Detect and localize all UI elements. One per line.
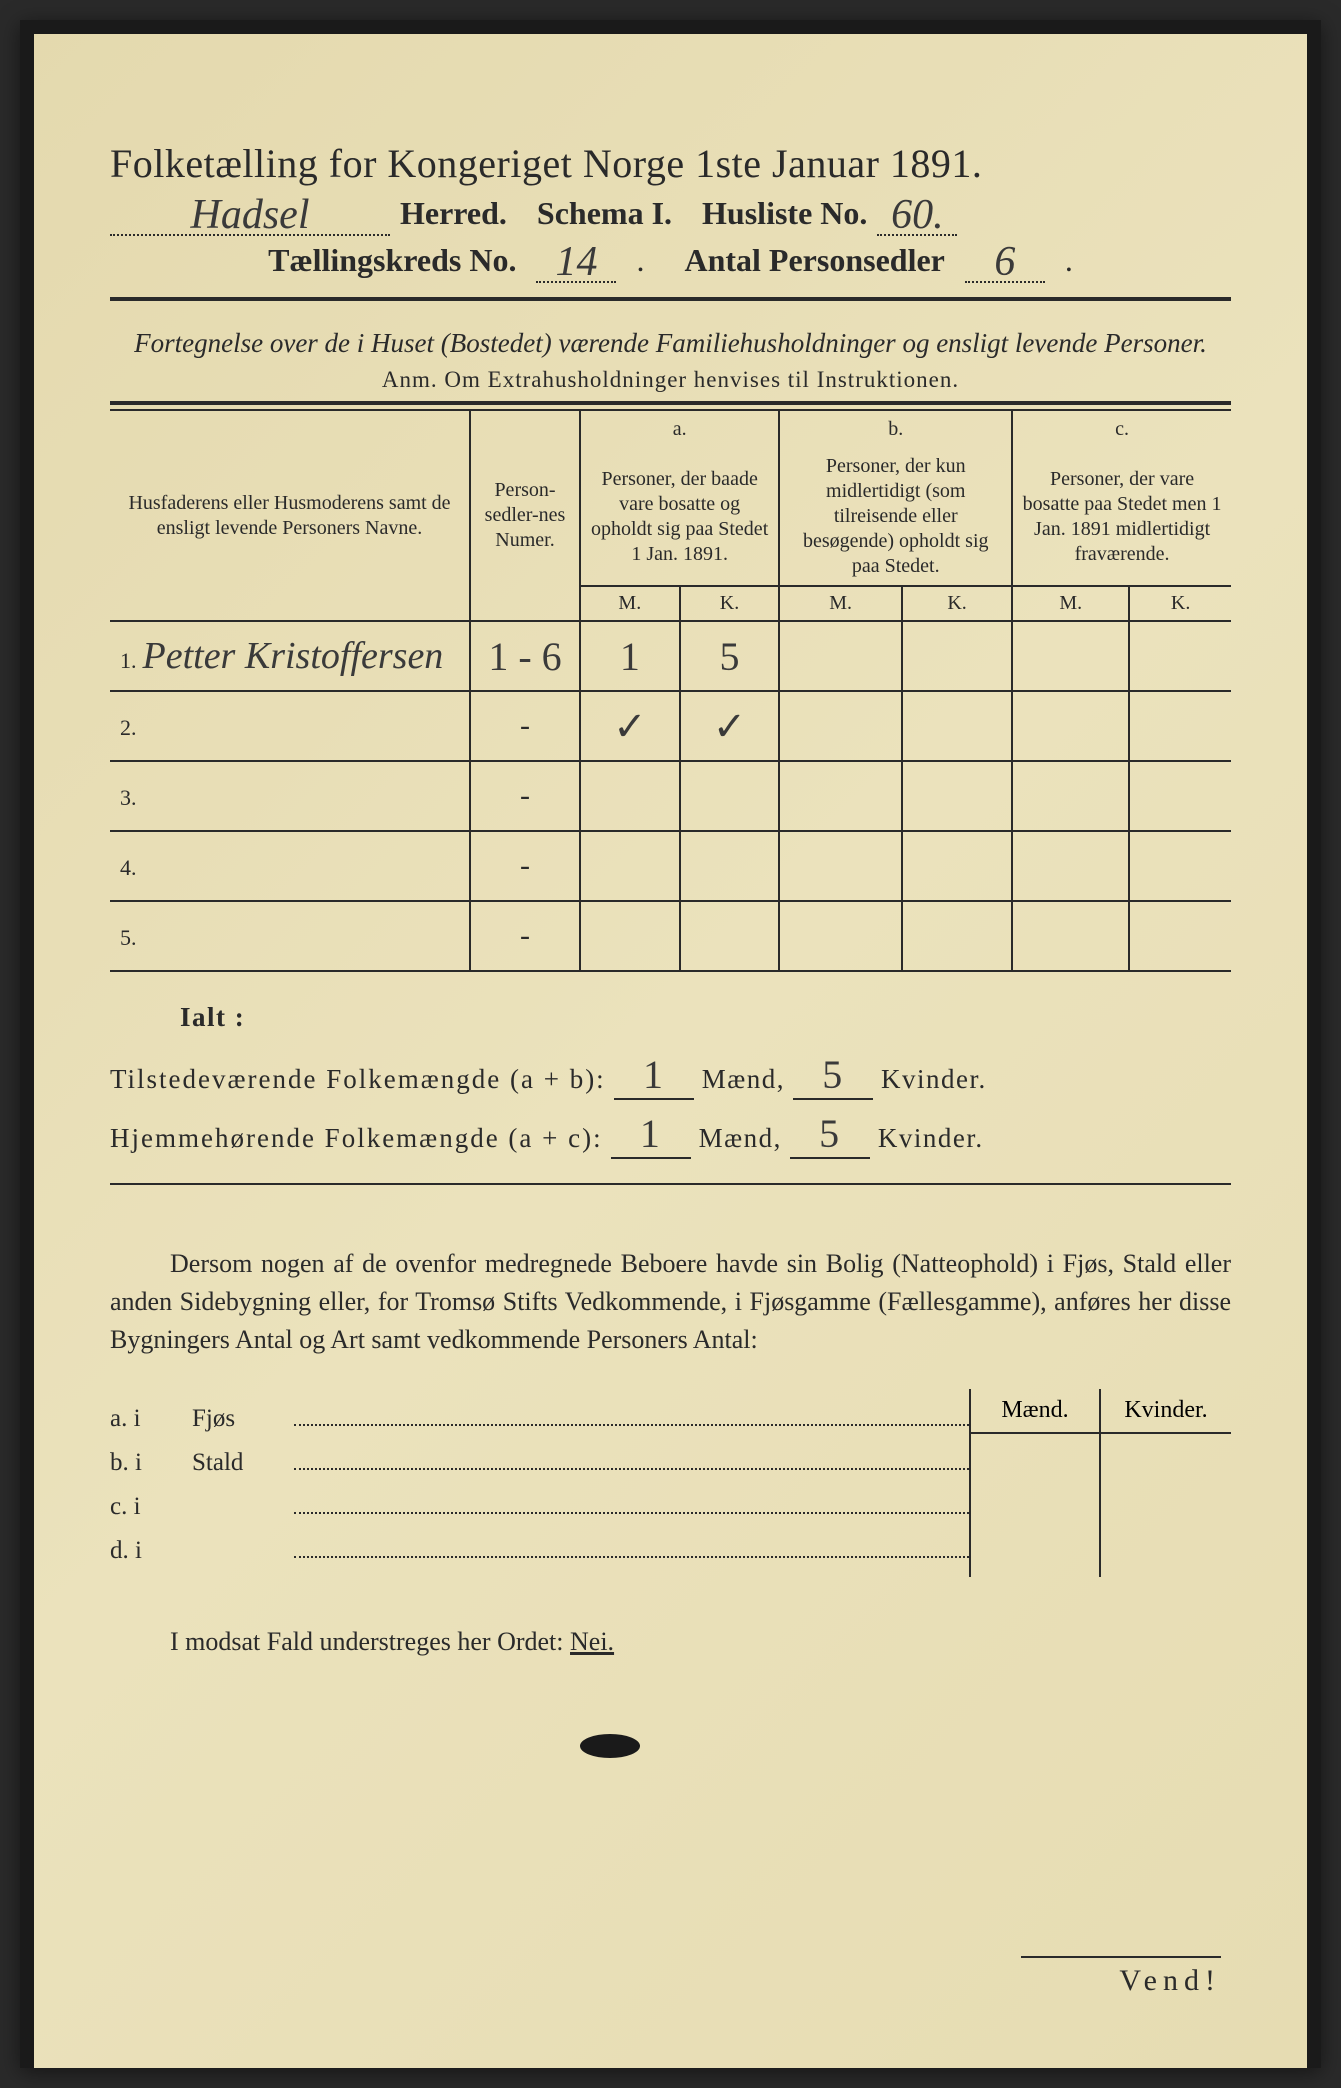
- col-b-k: K.: [902, 586, 1012, 621]
- col-names-header: Husfaderens eller Husmoderens samt de en…: [110, 410, 470, 621]
- husliste-value: 60.: [891, 199, 944, 233]
- instructions-paragraph: Dersom nogen af de ovenfor medregnede Be…: [110, 1245, 1231, 1358]
- header-row-2: Tællingskreds No. 14. Antal Personsedler…: [110, 242, 1231, 283]
- total-row-2: Hjemmehørende Folkemængde (a + c): 1 Mæn…: [110, 1110, 1231, 1159]
- col-a-header: Personer, der baade vare bosatte og opho…: [580, 448, 779, 586]
- header-row-1: Hadsel Herred. Schema I. Husliste No. 60…: [110, 195, 1231, 236]
- antal-label: Antal Personsedler: [684, 242, 944, 279]
- herred-label: Herred.: [400, 195, 507, 232]
- side-col-kvinder: Kvinder.: [1101, 1389, 1231, 1577]
- col-b-m: M.: [779, 586, 902, 621]
- husliste-label: Husliste No.: [702, 195, 867, 232]
- maend-label2: Mænd,: [699, 1123, 782, 1154]
- side-row: a. iFjøs: [110, 1401, 969, 1433]
- col-c-header: Personer, der vare bosatte paa Stedet me…: [1012, 448, 1231, 586]
- side-kvinder-header: Kvinder.: [1101, 1389, 1231, 1434]
- table-row: 1.Petter Kristoffersen 1 - 6 1 5: [110, 621, 1231, 691]
- rule-1: [110, 297, 1231, 301]
- table-row: 5. -: [110, 901, 1231, 971]
- kreds-value: 14: [555, 246, 597, 280]
- side-row: b. iStald: [110, 1445, 969, 1477]
- rule-2: [110, 401, 1231, 405]
- r2-m: 1: [640, 1111, 662, 1156]
- table-row: 4. -: [110, 831, 1231, 901]
- vend-label: Vend!: [1021, 1956, 1221, 1998]
- r1-m: 1: [643, 1052, 665, 1097]
- r2-k: 5: [819, 1111, 841, 1156]
- col-c-m: M.: [1012, 586, 1129, 621]
- maend-label: Mænd,: [702, 1064, 785, 1095]
- anm-note: Anm. Om Extrahusholdninger henvises til …: [110, 367, 1231, 393]
- kreds-label: Tællingskreds No.: [268, 242, 516, 279]
- antal-value: 6: [994, 246, 1015, 280]
- col-b-letter: b.: [779, 410, 1012, 448]
- side-row: c. i: [110, 1489, 969, 1521]
- col-b-header: Personer, der kun midlertidigt (som tilr…: [779, 448, 1012, 586]
- nei-word: Nei.: [570, 1627, 614, 1656]
- side-row: d. i: [110, 1533, 969, 1565]
- side-maend-header: Mænd.: [971, 1389, 1099, 1434]
- col-a-k: K.: [680, 586, 780, 621]
- rule-3: [110, 1183, 1231, 1185]
- side-dwelling-table: a. iFjøs b. iStald c. i d. i Mænd. Kvinder.: [110, 1389, 1231, 1577]
- census-form-page: Folketælling for Kongeriget Norge 1ste J…: [20, 20, 1321, 2068]
- herred-value: Hadsel: [191, 199, 310, 233]
- table-row: 3. -: [110, 761, 1231, 831]
- table-row: 2. - ✓ ✓: [110, 691, 1231, 761]
- total-row-1: Tilstedeværende Folkemængde (a + b): 1 M…: [110, 1051, 1231, 1100]
- kvinder-label2: Kvinder.: [878, 1123, 984, 1154]
- totals-block: Ialt : Tilstedeværende Folkemængde (a + …: [110, 1002, 1231, 1159]
- col-c-letter: c.: [1012, 410, 1231, 448]
- col-a-letter: a.: [580, 410, 779, 448]
- row1-label: Tilstedeværende Folkemængde (a + b):: [110, 1064, 606, 1095]
- kvinder-label: Kvinder.: [881, 1064, 987, 1095]
- col-c-k: K.: [1129, 586, 1231, 621]
- ink-blot: [580, 1734, 640, 1758]
- ialt-label: Ialt :: [180, 1002, 1231, 1033]
- row2-label: Hjemmehørende Folkemængde (a + c):: [110, 1123, 603, 1154]
- r1-k: 5: [822, 1052, 844, 1097]
- col-a-m: M.: [580, 586, 680, 621]
- main-title: Folketælling for Kongeriget Norge 1ste J…: [110, 140, 1231, 187]
- schema-label: Schema I.: [537, 195, 672, 232]
- nei-text: I modsat Fald understreges her Ordet:: [170, 1627, 564, 1656]
- subtitle: Fortegnelse over de i Huset (Bostedet) v…: [110, 325, 1231, 361]
- nei-line: I modsat Fald understreges her Ordet: Ne…: [110, 1627, 1231, 1657]
- col-numer-header: Person-sedler-nes Numer.: [470, 410, 580, 621]
- side-col-maend: Mænd.: [971, 1389, 1101, 1577]
- census-table: Husfaderens eller Husmoderens samt de en…: [110, 409, 1231, 972]
